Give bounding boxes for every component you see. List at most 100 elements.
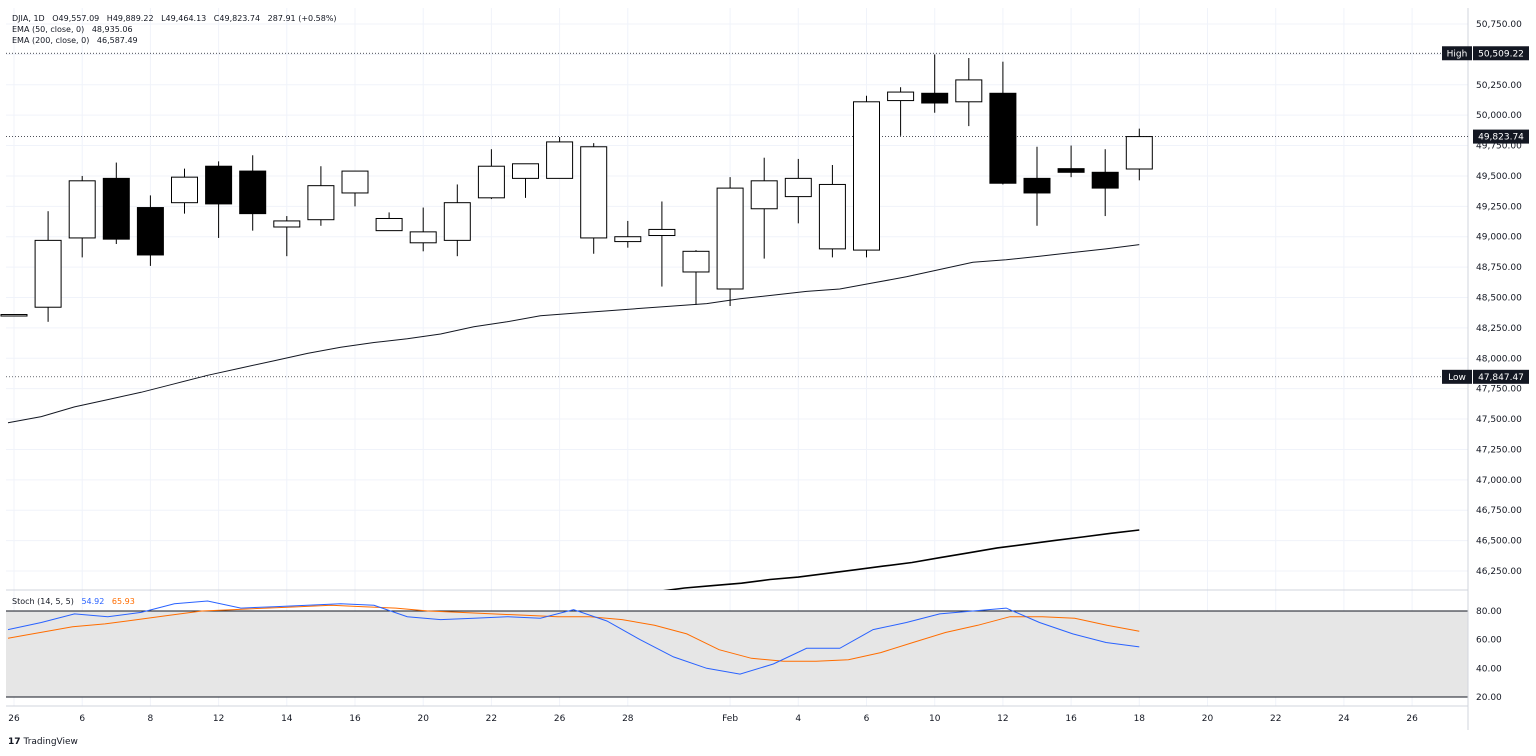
stoch-k-line [7, 600, 1140, 675]
stoch-tick-label: 20.00 [1476, 693, 1502, 703]
ohlc-row: DJIA, 1D O49,557.09 H49,889.22 L49,464.1… [12, 13, 342, 24]
candle-body [205, 165, 233, 205]
time-tick-label: 6 [864, 714, 870, 724]
price-tick-label: 50,250.00 [1476, 81, 1522, 91]
price-tick-label: 46,750.00 [1476, 506, 1522, 516]
time-tick-label: 4 [795, 714, 801, 724]
candle-body [648, 228, 676, 237]
time-tick-label: 28 [622, 714, 634, 724]
high-tag-value: 50,509.22 [1478, 49, 1524, 59]
time-tick-label: 12 [213, 714, 224, 724]
change-value: 287.91 (+0.58%) [267, 14, 337, 23]
candle-body [0, 314, 28, 317]
last-price-tag-bg [1473, 129, 1529, 144]
candle-body [921, 92, 949, 104]
ema50-row: EMA (50, close, 0) 48,935.06 [12, 24, 342, 35]
stoch-tick-label: 80.00 [1476, 607, 1502, 617]
candle-body [102, 177, 130, 240]
high-tag-label: High [1447, 49, 1468, 59]
price-tick-label: 49,250.00 [1476, 202, 1522, 212]
candle-body [136, 207, 164, 256]
candle-body [512, 163, 539, 179]
stoch-k-value: 54.92 [81, 597, 105, 606]
stoch-tick-label: 40.00 [1476, 664, 1502, 674]
time-tick-label: 10 [929, 714, 941, 724]
candle-body [1125, 136, 1153, 170]
ema200-label: EMA (200, close, 0) [12, 36, 90, 45]
ema50-label: EMA (50, close, 0) [12, 25, 85, 34]
candle-body [546, 141, 574, 179]
ema200-line [663, 529, 1140, 590]
price-tick-label: 47,750.00 [1476, 385, 1522, 395]
tradingview-name: TradingView [23, 737, 78, 747]
candle-body [239, 170, 267, 215]
candle-body [682, 250, 710, 273]
ema50-value: 48,935.06 [91, 25, 133, 34]
candle-body [443, 202, 471, 241]
time-tick-label: 16 [1065, 714, 1077, 724]
candle-body [307, 185, 335, 221]
price-tick-label: 46,250.00 [1476, 567, 1522, 577]
candle-body [477, 165, 505, 199]
symbol-label: DJIA, 1D [12, 14, 45, 23]
candle-body [716, 187, 744, 290]
candle-body [1023, 177, 1051, 194]
time-tick-label: 14 [281, 714, 293, 724]
candle-body [375, 217, 403, 232]
candle-body [614, 236, 642, 243]
price-tick-label: 49,500.00 [1476, 172, 1522, 182]
candle-body [955, 79, 983, 103]
price-tick-label: 48,250.00 [1476, 324, 1522, 334]
ema50-line [7, 244, 1140, 424]
time-tick-label: 22 [1270, 714, 1281, 724]
time-tick-label: 24 [1338, 714, 1350, 724]
open-value: O49,557.09 [52, 14, 100, 23]
candle-body [341, 170, 369, 194]
stoch-legend: Stoch (14, 5, 5) 54.92 65.93 [12, 596, 140, 607]
time-tick-label: 20 [1202, 714, 1214, 724]
tradingview-logo-icon: 17 [8, 737, 21, 747]
low-tag-value-bg [1473, 369, 1529, 384]
price-tick-label: 47,000.00 [1476, 476, 1522, 486]
low-tag-value: 47,847.47 [1478, 373, 1524, 383]
ema200-row: EMA (200, close, 0) 46,587.49 [12, 35, 342, 46]
candle-body [784, 177, 812, 198]
stoch-label: Stoch (14, 5, 5) [12, 597, 74, 606]
price-tick-label: 48,750.00 [1476, 263, 1522, 273]
candle-body [750, 180, 778, 210]
low-value: L49,464.13 [161, 14, 207, 23]
time-tick-label: 20 [417, 714, 429, 724]
stoch-d-line [7, 604, 1140, 662]
high-tag-value-bg [1473, 46, 1529, 61]
price-tick-label: 48,500.00 [1476, 294, 1522, 304]
tradingview-logo[interactable]: 17 TradingView [8, 737, 78, 747]
candle-body [34, 239, 62, 308]
time-tick-label: 26 [1406, 714, 1418, 724]
time-tick-label: 8 [148, 714, 154, 724]
low-tag-label: Low [1448, 373, 1466, 383]
price-tick-label: 49,000.00 [1476, 233, 1522, 243]
candle-body [818, 183, 846, 250]
stoch-tick-label: 60.00 [1476, 636, 1502, 646]
price-tick-label: 46,500.00 [1476, 537, 1522, 547]
price-tick-label: 47,500.00 [1476, 415, 1522, 425]
high-tag-label-bg [1442, 46, 1472, 61]
time-tick-label: Feb [722, 714, 738, 724]
price-tick-label: 48,000.00 [1476, 354, 1522, 364]
time-tick-label: 16 [349, 714, 361, 724]
candle-body [887, 91, 915, 102]
price-tick-label: 50,750.00 [1476, 20, 1522, 30]
time-tick-label: 26 [8, 714, 20, 724]
price-legend: DJIA, 1D O49,557.09 H49,889.22 L49,464.1… [12, 13, 342, 46]
time-tick-label: 22 [486, 714, 497, 724]
candle-body [273, 220, 301, 228]
candle-body [580, 146, 608, 239]
close-value: C49,823.74 [213, 14, 261, 23]
candle-body [1091, 171, 1119, 189]
candle-body [68, 180, 96, 239]
time-tick-label: 26 [554, 714, 566, 724]
price-tick-label: 50,000.00 [1476, 111, 1522, 121]
time-tick-label: 6 [79, 714, 85, 724]
price-tick-label: 49,750.00 [1476, 142, 1522, 152]
